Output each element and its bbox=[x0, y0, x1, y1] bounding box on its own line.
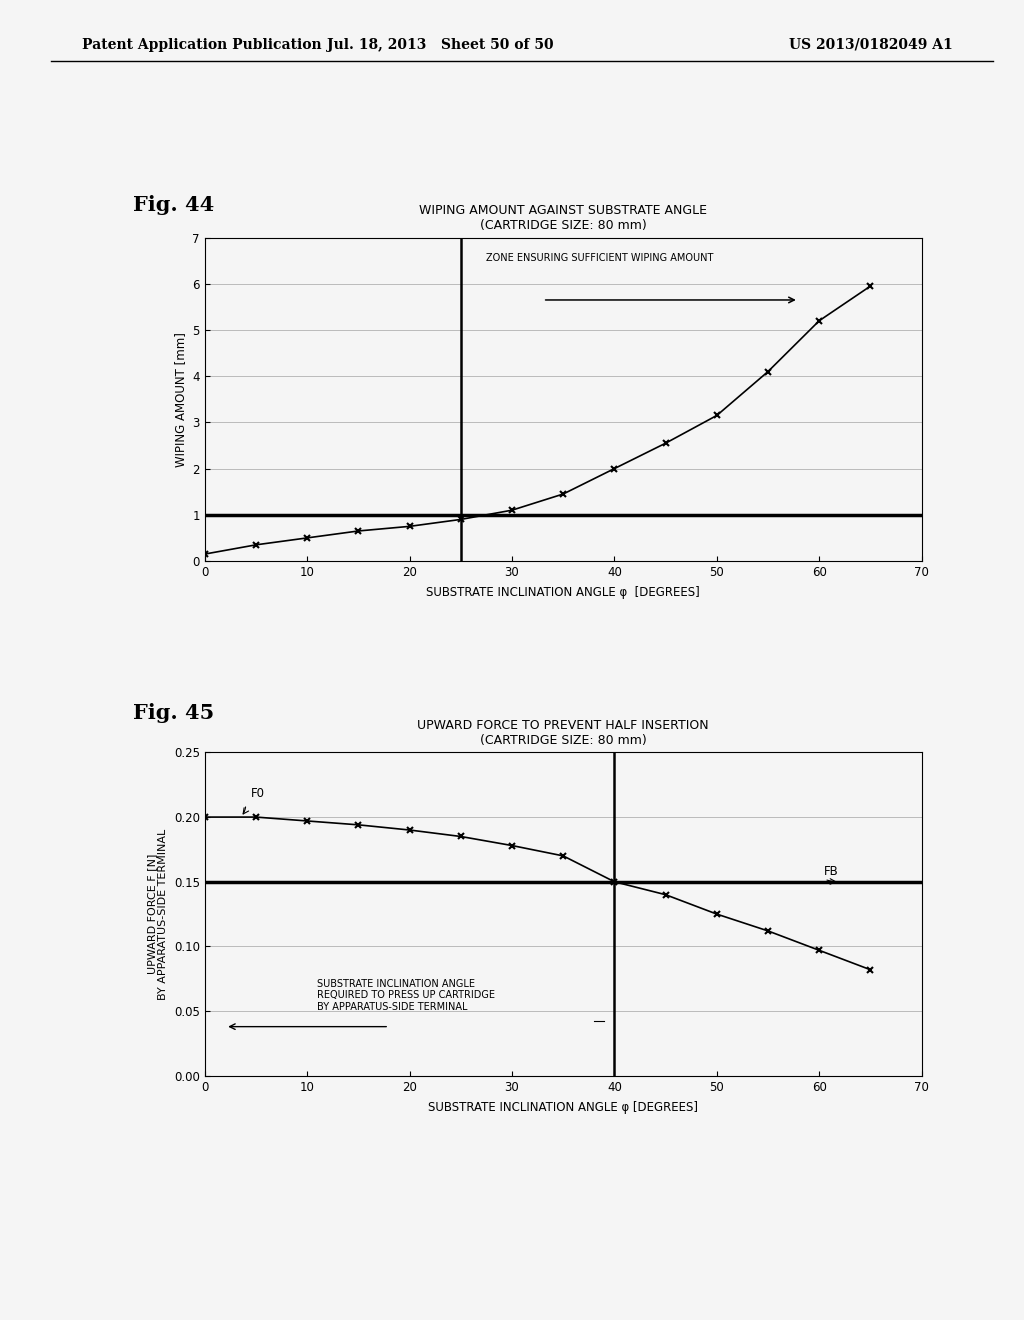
Text: FB: FB bbox=[824, 865, 839, 878]
Title: WIPING AMOUNT AGAINST SUBSTRATE ANGLE
(CARTRIDGE SIZE: 80 mm): WIPING AMOUNT AGAINST SUBSTRATE ANGLE (C… bbox=[419, 205, 708, 232]
X-axis label: SUBSTRATE INCLINATION ANGLE φ [DEGREES]: SUBSTRATE INCLINATION ANGLE φ [DEGREES] bbox=[428, 1101, 698, 1114]
Title: UPWARD FORCE TO PREVENT HALF INSERTION
(CARTRIDGE SIZE: 80 mm): UPWARD FORCE TO PREVENT HALF INSERTION (… bbox=[418, 719, 709, 747]
Y-axis label: WIPING AMOUNT [mm]: WIPING AMOUNT [mm] bbox=[174, 331, 187, 467]
Text: Fig. 45: Fig. 45 bbox=[133, 702, 214, 723]
Text: SUBSTRATE INCLINATION ANGLE
REQUIRED TO PRESS UP CARTRIDGE
BY APPARATUS-SIDE TER: SUBSTRATE INCLINATION ANGLE REQUIRED TO … bbox=[317, 979, 496, 1012]
Text: Fig. 44: Fig. 44 bbox=[133, 194, 214, 215]
Text: ZONE ENSURING SUFFICIENT WIPING AMOUNT: ZONE ENSURING SUFFICIENT WIPING AMOUNT bbox=[486, 253, 714, 264]
Text: US 2013/0182049 A1: US 2013/0182049 A1 bbox=[788, 38, 952, 51]
Text: F0: F0 bbox=[251, 787, 265, 800]
X-axis label: SUBSTRATE INCLINATION ANGLE φ  [DEGREES]: SUBSTRATE INCLINATION ANGLE φ [DEGREES] bbox=[426, 586, 700, 599]
Y-axis label: UPWARD FORCE F [N]
BY APPARATUS-SIDE TERMINAL: UPWARD FORCE F [N] BY APPARATUS-SIDE TER… bbox=[146, 829, 168, 999]
Text: Patent Application Publication: Patent Application Publication bbox=[82, 38, 322, 51]
Text: Jul. 18, 2013   Sheet 50 of 50: Jul. 18, 2013 Sheet 50 of 50 bbox=[327, 38, 554, 51]
